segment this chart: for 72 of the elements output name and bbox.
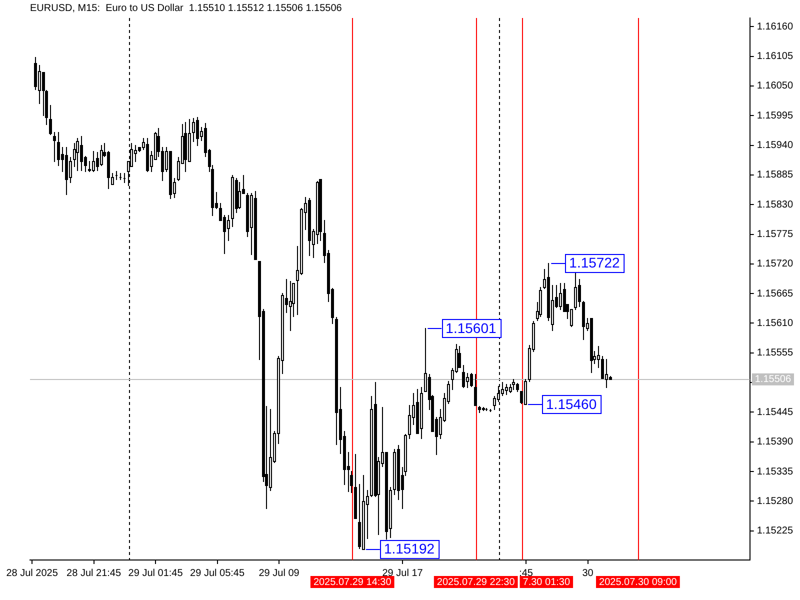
x-tick-label: 29 Jul 09 bbox=[258, 568, 300, 579]
x-tick-label: 30 bbox=[582, 568, 594, 579]
candlestick bbox=[505, 384, 508, 396]
candlestick bbox=[227, 214, 230, 242]
y-tick-label: 1.15610 bbox=[756, 318, 794, 329]
candlestick bbox=[462, 364, 465, 388]
annotation: 1.15722 bbox=[569, 254, 620, 271]
ref-line-label: 7.30 01:30 bbox=[522, 576, 570, 588]
y-tick-label: 1.15445 bbox=[756, 406, 794, 418]
ref-line-label: 2025.07.30 09:00 bbox=[599, 576, 678, 588]
candlestick bbox=[96, 152, 99, 172]
candlestick bbox=[76, 138, 79, 172]
x-tick-label: 28 Jul 21:45 bbox=[66, 568, 122, 579]
y-tick-label: 1.15335 bbox=[756, 466, 794, 478]
y-tick-label: 1.15775 bbox=[756, 229, 794, 240]
candlestick bbox=[601, 356, 604, 380]
candlestick bbox=[539, 286, 542, 318]
candlestick bbox=[559, 282, 562, 310]
candlestick bbox=[582, 300, 585, 340]
candlestick bbox=[512, 378, 515, 390]
x-tick-label: 29 Jul 05:45 bbox=[190, 568, 245, 579]
candlestick bbox=[57, 132, 60, 166]
candlestick bbox=[289, 280, 292, 332]
candlestick bbox=[88, 160, 91, 172]
ref-line-label: 2025.07.29 14:30 bbox=[313, 576, 392, 588]
candlestick bbox=[196, 116, 199, 146]
candlestick bbox=[578, 278, 581, 308]
candlestick bbox=[358, 484, 361, 550]
candlestick bbox=[38, 64, 41, 104]
candlestick bbox=[474, 374, 477, 406]
y-tick-label: 1.15555 bbox=[756, 348, 794, 359]
y-tick-label: 1.15940 bbox=[756, 140, 794, 152]
candlestick bbox=[563, 282, 566, 312]
y-tick-label: 1.15390 bbox=[756, 436, 794, 448]
candlestick bbox=[466, 372, 469, 388]
y-tick-label: 1.15995 bbox=[756, 110, 794, 122]
y-tick-label: 1.15885 bbox=[756, 170, 794, 181]
candlestick bbox=[34, 56, 37, 90]
x-tick-label: 29 Jul 01:45 bbox=[128, 568, 184, 579]
y-tick-label: 1.15225 bbox=[756, 526, 794, 537]
x-tick-label: :45 bbox=[519, 568, 534, 579]
chart-title: EURUSD, M15: Euro to US Dollar 1.15510 1.15512 1.15506 1.15506 bbox=[30, 2, 342, 14]
candlestick bbox=[65, 146, 68, 196]
candlestick bbox=[53, 132, 56, 162]
y-tick-label: 1.15830 bbox=[756, 199, 794, 210]
annotation: 1.15601 bbox=[446, 320, 497, 336]
candlestick bbox=[69, 156, 72, 184]
y-tick-label: 1.16160 bbox=[756, 21, 794, 32]
candlestick bbox=[574, 272, 577, 310]
candlestick bbox=[470, 372, 473, 388]
x-tick-label: 29 Jul 17 bbox=[382, 568, 424, 579]
candlestick bbox=[408, 404, 411, 440]
candlestick bbox=[605, 358, 608, 388]
annotation: 1.15192 bbox=[384, 540, 435, 557]
candlestick bbox=[238, 182, 241, 210]
annotation: 1.15460 bbox=[546, 396, 597, 412]
candlestick bbox=[458, 346, 461, 368]
y-tick-label: 1.16050 bbox=[756, 80, 794, 92]
candlestick bbox=[524, 378, 527, 406]
ref-line-label: 2025.07.29 22:30 bbox=[436, 576, 516, 588]
y-tick-label: 1.16105 bbox=[756, 51, 794, 62]
y-tick-label: 1.15665 bbox=[756, 288, 794, 300]
y-tick-label: 1.15720 bbox=[756, 258, 794, 270]
ref-line-label: 1.15506 bbox=[754, 374, 792, 386]
candlestick bbox=[100, 144, 103, 166]
candlestick bbox=[92, 150, 95, 172]
candlestick bbox=[49, 104, 52, 136]
y-tick-label: 1.15280 bbox=[756, 496, 794, 507]
x-tick-label: 28 Jul 2025 bbox=[6, 568, 58, 579]
candlestick bbox=[80, 136, 83, 172]
candlestick bbox=[192, 118, 195, 142]
candlestick bbox=[493, 396, 496, 410]
